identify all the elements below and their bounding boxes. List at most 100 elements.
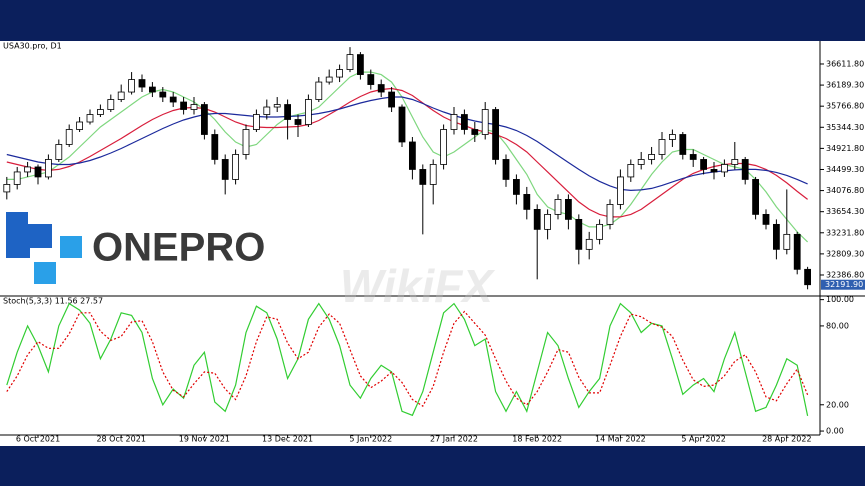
candle-body — [45, 159, 52, 178]
candle-body — [481, 109, 489, 135]
candle-body — [762, 213, 770, 225]
candle-body — [13, 171, 21, 185]
candle-body — [138, 79, 146, 88]
x-tick-label: 14 Mar 2022 — [595, 435, 646, 444]
candle-body — [356, 54, 364, 75]
candle-body — [398, 106, 406, 143]
candle-body — [565, 199, 572, 220]
candle-body — [773, 223, 780, 250]
candle-body — [419, 169, 427, 185]
candle-body — [637, 159, 645, 165]
candle-body — [128, 79, 136, 93]
candle-body — [793, 233, 801, 270]
candle-body — [731, 159, 739, 165]
x-tick-label: 28 Apr 2022 — [762, 435, 811, 444]
candle-body — [408, 141, 416, 170]
candle-body — [169, 96, 177, 103]
candle-body — [221, 159, 229, 180]
x-tick-label: 6 Oct 2021 — [16, 435, 60, 444]
candle-body — [669, 134, 676, 140]
candle-body — [523, 194, 531, 210]
candle-body — [689, 154, 697, 160]
y-tick-label: 100.00 — [826, 295, 854, 304]
candle-body — [606, 204, 614, 225]
candle-body — [34, 166, 42, 178]
candle-body — [273, 104, 281, 108]
x-tick-label: 13 Dec 2021 — [262, 435, 313, 444]
candle-body — [97, 109, 104, 115]
x-tick-label: 5 Jan 2022 — [349, 435, 392, 444]
y-tick-label: 35766.80 — [826, 102, 864, 111]
candle-body — [190, 104, 198, 110]
candle-body — [513, 179, 520, 195]
candle-body — [627, 164, 635, 178]
candle-body — [460, 114, 468, 130]
logo-square — [60, 236, 82, 258]
candle-body — [544, 213, 551, 230]
logo-square — [34, 262, 56, 284]
candle-body — [107, 99, 115, 110]
candle-body — [304, 99, 312, 125]
candle-body — [679, 134, 687, 155]
x-tick-label: 18 Feb 2022 — [512, 435, 562, 444]
series-line — [6, 87, 808, 218]
candle-body — [117, 91, 125, 100]
chart-area — [0, 41, 865, 446]
candle-body — [440, 129, 448, 165]
x-tick-label: 5 Apr 2022 — [681, 435, 725, 444]
x-tick-label: 27 Jan 2022 — [430, 435, 478, 444]
candle-body — [159, 91, 167, 98]
candle-body — [180, 101, 188, 110]
candle-body — [76, 121, 83, 130]
x-tick-label: 19 Nov 2021 — [179, 435, 230, 444]
candle-body — [617, 176, 624, 205]
y-tick-label: 0.00 — [826, 427, 844, 436]
candle-body — [471, 129, 479, 135]
candle-body — [336, 69, 344, 78]
bottom-band — [0, 446, 865, 486]
candle-body — [700, 159, 707, 170]
candle-body — [388, 91, 396, 108]
candle-body — [252, 114, 260, 130]
logo-shape — [6, 212, 52, 258]
candle-body — [377, 84, 385, 93]
top-band — [0, 0, 865, 41]
candle-body — [263, 106, 271, 115]
candle-body — [315, 81, 323, 100]
watermark: WikiFX — [340, 260, 495, 312]
y-tick-label: 34499.30 — [826, 165, 864, 174]
candle-body — [211, 134, 219, 160]
candle-body — [783, 233, 791, 250]
y-tick-label: 36611.80 — [826, 59, 864, 68]
candle-body — [3, 184, 11, 193]
candle-body — [710, 169, 718, 173]
series-line — [6, 71, 809, 243]
candle-body — [492, 109, 500, 160]
y-tick-label: 35344.30 — [826, 123, 864, 132]
candle-body — [346, 54, 354, 70]
candle-body — [325, 76, 333, 83]
candle-body — [721, 164, 728, 173]
candle-body — [450, 114, 458, 130]
candle-body — [752, 179, 759, 215]
candle-body — [554, 199, 562, 215]
candle-body — [367, 74, 375, 85]
candle-body — [200, 104, 208, 135]
candle-body — [65, 129, 73, 145]
candle-body — [575, 218, 583, 250]
series-line — [6, 302, 809, 417]
candle-body — [533, 209, 541, 230]
x-tick-label: 28 Oct 2021 — [96, 435, 145, 444]
candle-body — [55, 144, 63, 160]
candle-body — [658, 139, 666, 155]
y-tick-label: 36189.30 — [826, 81, 864, 90]
y-tick-label: 80.00 — [826, 321, 849, 330]
series-line — [6, 96, 808, 192]
panel-title: Stoch(5,3,3) 11.56 27.57 — [3, 297, 103, 306]
candle-body — [596, 223, 603, 240]
y-tick-label: 34921.80 — [826, 144, 864, 153]
y-tick-label: 33231.80 — [826, 228, 864, 237]
y-tick-label: 32809.30 — [826, 249, 864, 258]
candle-body — [804, 268, 811, 286]
